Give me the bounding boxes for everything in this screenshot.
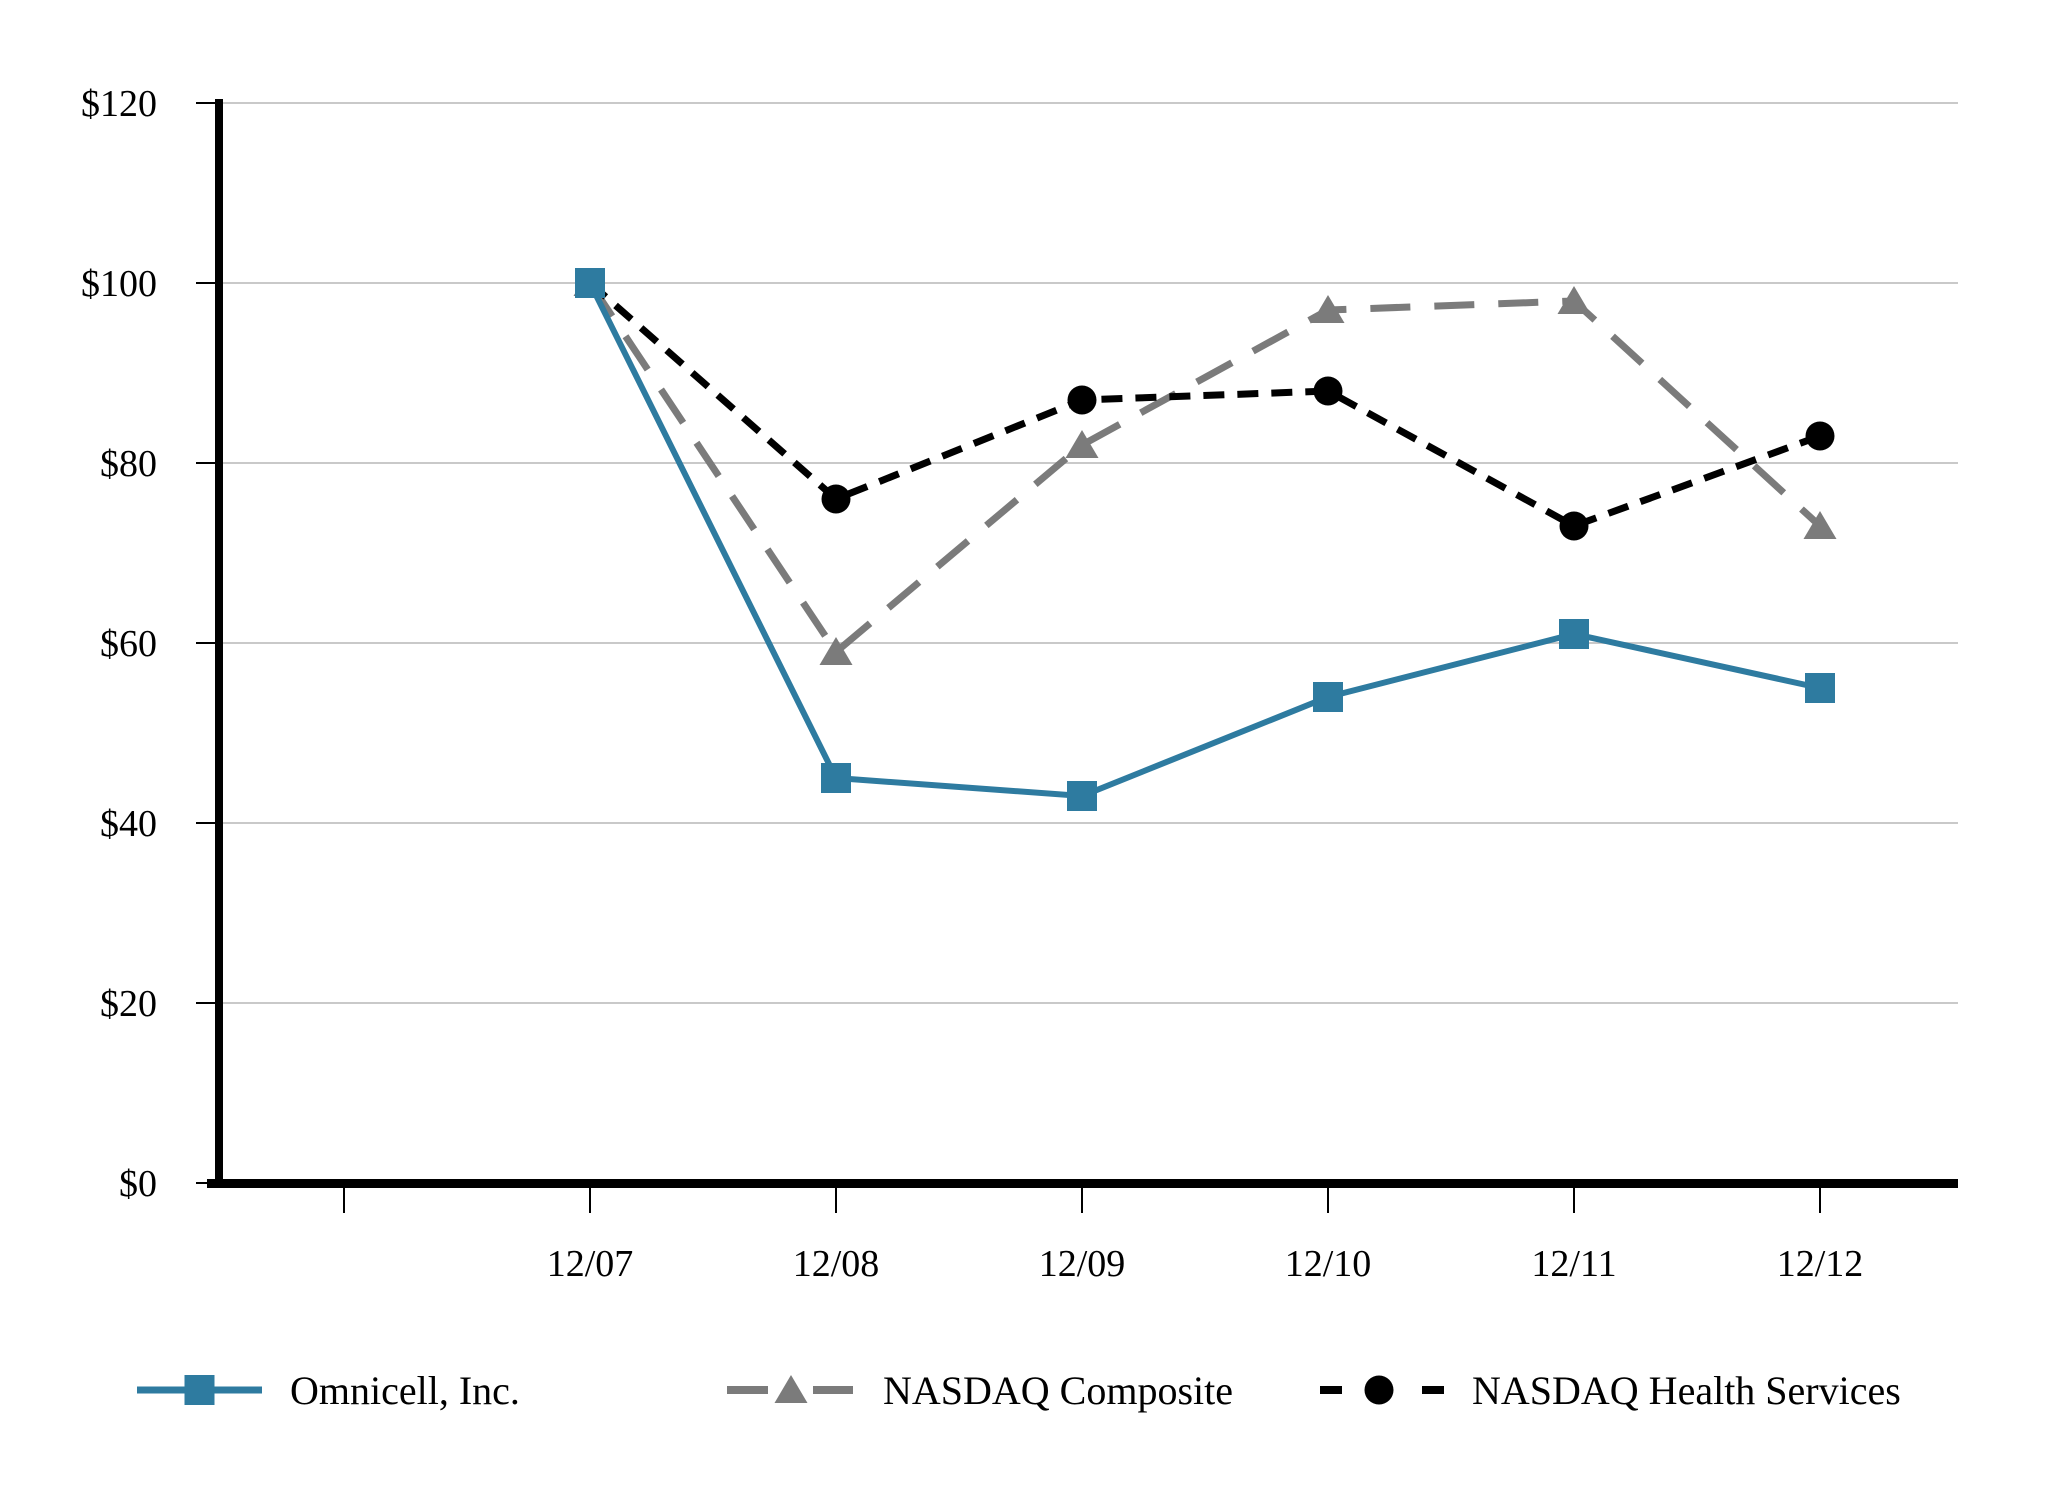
legend-label-nasdaq-composite: NASDAQ Composite — [883, 1368, 1233, 1413]
series-omnicell-inc-square-marker — [1067, 781, 1097, 811]
series-omnicell-inc-square-marker — [575, 268, 605, 298]
series-nasdaq-composite-triangle-marker — [819, 637, 853, 665]
series-nasdaq-composite-triangle-marker — [1311, 295, 1345, 323]
series-nasdaq-composite-line — [587, 281, 1823, 658]
series-nasdaq-health-services-circle-marker — [1067, 385, 1097, 415]
series-omnicell-inc-square-marker — [1313, 682, 1343, 712]
series-nasdaq-health-services-circle-marker — [1559, 511, 1589, 541]
legend: Omnicell, Inc. NASDAQ Composite NASDAQ Hea… — [137, 1368, 1901, 1413]
legend-item-nasdaq-health-services: NASDAQ Health Services — [1320, 1368, 1901, 1413]
series-nasdaq-health-services-circle-marker — [1805, 421, 1835, 451]
y-tick-label-20: $20 — [100, 983, 157, 1025]
y-tick-label-120: $120 — [81, 83, 157, 125]
y-tick-label-0: $0 — [119, 1163, 157, 1205]
series-omnicell-inc-square-marker — [821, 763, 851, 793]
legend-nasdaq-composite-triangle-marker — [774, 1375, 808, 1403]
x-tick-label-12/11: 12/11 — [1531, 1243, 1616, 1285]
legend-nasdaq-health-services-circle-marker — [1364, 1375, 1394, 1405]
legend-label-omnicell-inc: Omnicell, Inc. — [290, 1368, 520, 1413]
y-tick-label-40: $40 — [100, 803, 157, 845]
legend-label-nasdaq-health-services: NASDAQ Health Services — [1472, 1368, 1901, 1413]
series-nasdaq-composite-triangle-marker — [1065, 430, 1099, 458]
series-nasdaq-health-services-circle-marker — [821, 484, 851, 514]
legend-item-omnicell-inc: Omnicell, Inc. — [137, 1368, 520, 1413]
series-nasdaq-composite-triangle-marker — [1557, 286, 1591, 314]
legend-omnicell-inc-square-marker — [184, 1375, 215, 1405]
series-omnicell-inc-square-marker — [1559, 619, 1589, 649]
legend-item-nasdaq-composite: NASDAQ Composite — [727, 1368, 1233, 1413]
x-tick-label-12/08: 12/08 — [793, 1243, 880, 1285]
series-nasdaq-health-services-line — [587, 280, 1822, 530]
x-tick-label-12/07: 12/07 — [547, 1243, 634, 1285]
x-tick-label-12/10: 12/10 — [1285, 1243, 1372, 1285]
y-tick-label-80: $80 — [100, 443, 157, 485]
series-nasdaq-composite-triangle-marker — [1803, 511, 1837, 539]
x-axis-line — [207, 1179, 1958, 1188]
series-omnicell-inc-square-marker — [1805, 673, 1835, 703]
series-omnicell-inc-line — [587, 281, 1821, 800]
x-tick-label-12/12: 12/12 — [1777, 1243, 1864, 1285]
series-nasdaq-health-services-circle-marker — [1313, 376, 1343, 406]
y-tick-label-60: $60 — [100, 623, 157, 665]
series-omnicell-inc — [575, 268, 1835, 811]
x-tick-label-12/09: 12/09 — [1039, 1243, 1126, 1285]
y-axis-line — [215, 99, 223, 1188]
y-tick-label-100: $100 — [81, 263, 157, 305]
